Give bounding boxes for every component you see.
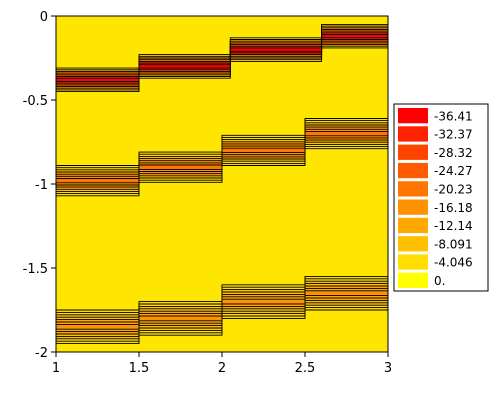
legend: -36.41 -32.37 -28.32 -24.27 -20.23 -16.18 -12.… — [393, 103, 489, 292]
legend-swatch — [398, 108, 428, 124]
legend-label: -24.27 — [434, 164, 473, 178]
y-axis: 0 -0.5 -1 -1.5 -2 — [23, 10, 56, 361]
x-tick-label: 1 — [52, 361, 60, 376]
legend-swatch — [398, 181, 428, 197]
legend-label: -4.046 — [434, 256, 473, 270]
legend-swatch — [398, 199, 428, 215]
contour-bands — [56, 17, 388, 345]
legend-swatch — [398, 162, 428, 179]
x-tick-label: 1.5 — [129, 361, 150, 376]
lower-diagonal-band-level-7 — [56, 282, 388, 330]
upper-diagonal-band-level-7 — [56, 27, 388, 82]
x-tick-label: 2.5 — [295, 361, 316, 376]
legend-swatch — [398, 272, 428, 288]
legend-label: -36.41 — [434, 109, 473, 123]
legend-swatch — [398, 144, 428, 160]
x-tick-label: 3 — [384, 361, 392, 376]
x-tick-label: 2 — [218, 361, 226, 376]
legend-label: -20.23 — [434, 183, 473, 197]
legend-label: -28.32 — [434, 146, 473, 160]
y-tick-label: -2 — [35, 346, 48, 361]
x-axis: 1 1.5 2 2.5 3 — [52, 352, 392, 376]
legend-label: -12.14 — [434, 219, 473, 233]
y-tick-label: 0 — [40, 10, 48, 25]
legend-label: -8.091 — [434, 237, 473, 251]
legend-label: -16.18 — [434, 201, 473, 215]
y-tick-label: -1.5 — [23, 262, 48, 277]
legend-swatch — [398, 126, 428, 142]
y-tick-label: -1 — [35, 178, 48, 193]
y-tick-label: -0.5 — [23, 94, 48, 109]
legend-label: -32.37 — [434, 128, 473, 142]
legend-swatch — [398, 236, 428, 252]
legend-swatch — [398, 217, 428, 234]
legend-label: 0. — [434, 274, 445, 288]
middle-diagonal-band-level-7 — [56, 118, 388, 184]
legend-swatch — [398, 254, 428, 270]
